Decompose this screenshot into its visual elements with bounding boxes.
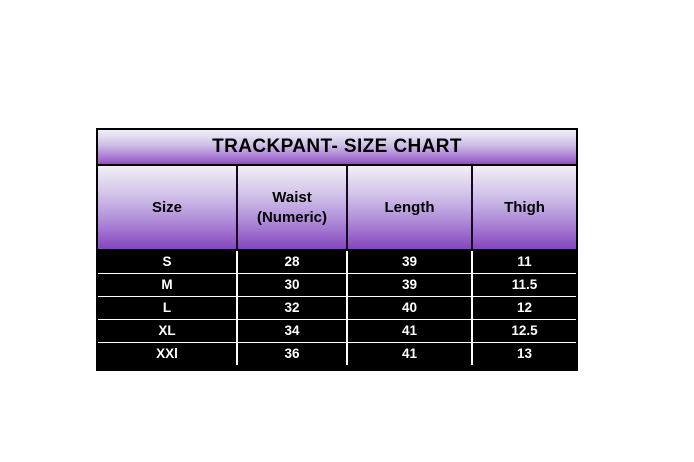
table-row: XXl 36 41 13 bbox=[98, 342, 576, 365]
table-row: XL 34 41 12.5 bbox=[98, 319, 576, 343]
column-header-thigh: Thigh bbox=[472, 166, 576, 251]
cell-waist: 34 bbox=[237, 319, 348, 343]
cell-size: XL bbox=[98, 319, 238, 343]
column-header-waist-sublabel: (Numeric) bbox=[256, 208, 327, 226]
cell-thigh: 11.5 bbox=[472, 273, 576, 297]
cell-length: 39 bbox=[347, 250, 473, 274]
cell-length: 39 bbox=[347, 273, 473, 297]
chart-title-bar: TRACKPANT- SIZE CHART bbox=[98, 130, 576, 166]
cell-thigh: 11 bbox=[472, 250, 576, 274]
header-row: Size Waist (Numeric) Length Thigh bbox=[98, 166, 576, 251]
cell-waist: 36 bbox=[237, 342, 348, 365]
cell-thigh: 12 bbox=[472, 296, 576, 320]
column-header-waist: Waist (Numeric) bbox=[237, 166, 348, 251]
column-header-waist-label: Waist bbox=[272, 188, 312, 206]
size-chart-table: TRACKPANT- SIZE CHART Size Waist (Numeri… bbox=[96, 128, 578, 371]
column-header-length-label: Length bbox=[384, 198, 435, 216]
cell-length: 40 bbox=[347, 296, 473, 320]
column-header-size-label: Size bbox=[151, 198, 182, 216]
cell-length: 41 bbox=[347, 319, 473, 343]
cell-size: L bbox=[98, 296, 238, 320]
cell-length: 41 bbox=[347, 342, 473, 365]
column-header-length: Length bbox=[347, 166, 473, 251]
table-row: L 32 40 12 bbox=[98, 296, 576, 320]
cell-thigh: 12.5 bbox=[472, 319, 576, 343]
cell-waist: 30 bbox=[237, 273, 348, 297]
cell-waist: 28 bbox=[237, 250, 348, 274]
cell-size: XXl bbox=[98, 342, 238, 365]
table-row: M 30 39 11.5 bbox=[98, 273, 576, 297]
cell-size: S bbox=[98, 250, 238, 274]
column-header-size: Size bbox=[98, 166, 238, 251]
column-header-thigh-label: Thigh bbox=[504, 198, 545, 216]
size-measurements-table: Size Waist (Numeric) Length Thigh S 28 3… bbox=[98, 166, 576, 365]
cell-waist: 32 bbox=[237, 296, 348, 320]
page-title: TRACKPANT- SIZE CHART bbox=[212, 136, 462, 157]
cell-thigh: 13 bbox=[472, 342, 576, 365]
table-row: S 28 39 11 bbox=[98, 250, 576, 274]
table-header: Size Waist (Numeric) Length Thigh bbox=[98, 166, 576, 251]
table-body: S 28 39 11 M 30 39 11.5 L 32 40 12 XL 34… bbox=[98, 250, 576, 365]
cell-size: M bbox=[98, 273, 238, 297]
